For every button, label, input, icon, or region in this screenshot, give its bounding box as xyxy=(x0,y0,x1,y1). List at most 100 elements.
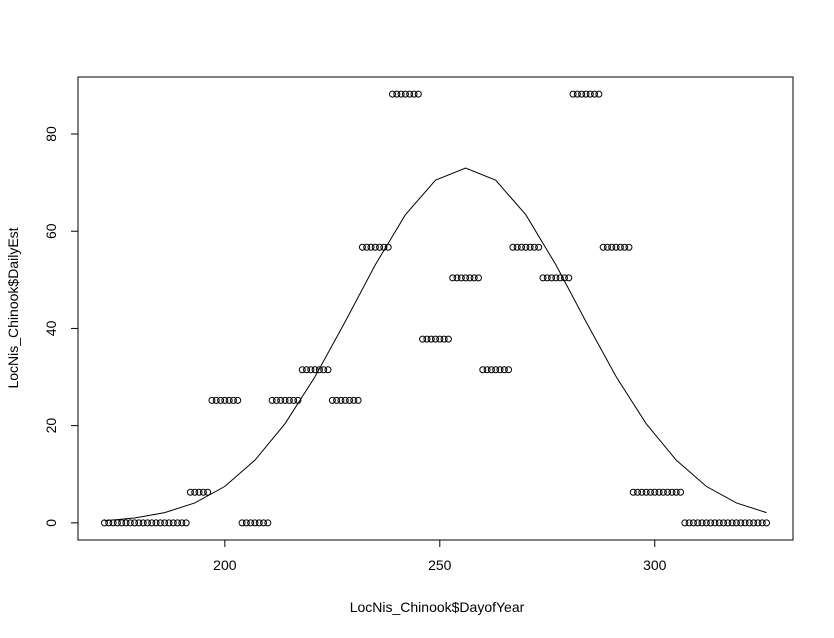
point xyxy=(565,274,573,282)
point xyxy=(732,519,740,527)
point xyxy=(715,519,723,527)
point xyxy=(423,335,431,343)
point xyxy=(135,519,143,527)
point xyxy=(616,243,624,251)
point xyxy=(750,519,758,527)
fit-curve xyxy=(104,167,767,522)
point xyxy=(569,90,577,98)
point xyxy=(225,396,233,404)
y-tick-label: 0 xyxy=(43,519,59,527)
point xyxy=(689,519,697,527)
point xyxy=(393,90,401,98)
point xyxy=(337,396,345,404)
point xyxy=(745,519,753,527)
point xyxy=(156,519,164,527)
point xyxy=(763,519,771,527)
point xyxy=(685,519,693,527)
point xyxy=(264,519,272,527)
point xyxy=(371,243,379,251)
point xyxy=(513,243,521,251)
point xyxy=(217,396,225,404)
point xyxy=(595,90,603,98)
y-tick-label: 40 xyxy=(43,320,59,336)
point xyxy=(126,519,134,527)
point xyxy=(290,396,298,404)
point xyxy=(522,243,530,251)
point xyxy=(315,366,323,374)
y-axis-label: LocNis_Chinook$DailyEst xyxy=(5,227,21,388)
point xyxy=(152,519,160,527)
x-tick-label: 250 xyxy=(428,557,452,573)
point xyxy=(221,396,229,404)
point xyxy=(724,519,732,527)
point xyxy=(517,243,525,251)
point xyxy=(427,335,435,343)
point xyxy=(118,519,126,527)
point xyxy=(186,488,194,496)
point xyxy=(432,335,439,343)
point xyxy=(303,366,311,374)
point xyxy=(466,274,474,282)
point xyxy=(376,243,384,251)
point xyxy=(131,519,139,527)
point xyxy=(195,488,203,496)
point xyxy=(603,243,611,251)
point xyxy=(737,519,745,527)
point xyxy=(208,396,216,404)
point xyxy=(320,366,328,374)
point xyxy=(251,519,259,527)
point xyxy=(328,396,336,404)
point xyxy=(358,243,366,251)
point xyxy=(483,366,491,374)
point xyxy=(341,396,349,404)
point xyxy=(410,90,418,98)
point xyxy=(247,519,255,527)
point xyxy=(100,519,108,527)
point xyxy=(509,243,517,251)
point xyxy=(298,366,306,374)
point xyxy=(646,488,654,496)
point xyxy=(582,90,590,98)
point xyxy=(492,366,500,374)
point xyxy=(307,366,315,374)
point xyxy=(642,488,650,496)
point xyxy=(612,243,620,251)
point xyxy=(474,274,482,282)
point xyxy=(530,243,538,251)
point xyxy=(401,90,409,98)
point xyxy=(681,519,689,527)
plot-frame xyxy=(77,76,794,541)
point xyxy=(178,519,186,527)
point xyxy=(397,90,405,98)
point xyxy=(608,243,616,251)
point xyxy=(333,396,341,404)
point xyxy=(234,396,242,404)
point xyxy=(122,519,130,527)
point xyxy=(552,274,560,282)
point xyxy=(698,519,706,527)
point xyxy=(500,366,508,374)
point xyxy=(255,519,263,527)
point xyxy=(578,90,586,98)
point xyxy=(148,519,156,527)
x-tick-label: 200 xyxy=(213,557,237,573)
point xyxy=(711,519,719,527)
point xyxy=(621,243,629,251)
point xyxy=(174,519,182,527)
point xyxy=(350,396,358,404)
point xyxy=(182,519,190,527)
point xyxy=(720,519,728,527)
point xyxy=(363,243,371,251)
y-tick-label: 20 xyxy=(43,418,59,434)
point xyxy=(212,396,220,404)
point xyxy=(638,488,646,496)
y-tick-label: 80 xyxy=(43,126,59,142)
point xyxy=(659,488,667,496)
point xyxy=(548,274,556,282)
point xyxy=(143,519,151,527)
y-tick-label: 60 xyxy=(43,223,59,239)
point xyxy=(346,396,354,404)
point xyxy=(281,396,289,404)
point xyxy=(436,335,444,343)
point xyxy=(165,519,173,527)
